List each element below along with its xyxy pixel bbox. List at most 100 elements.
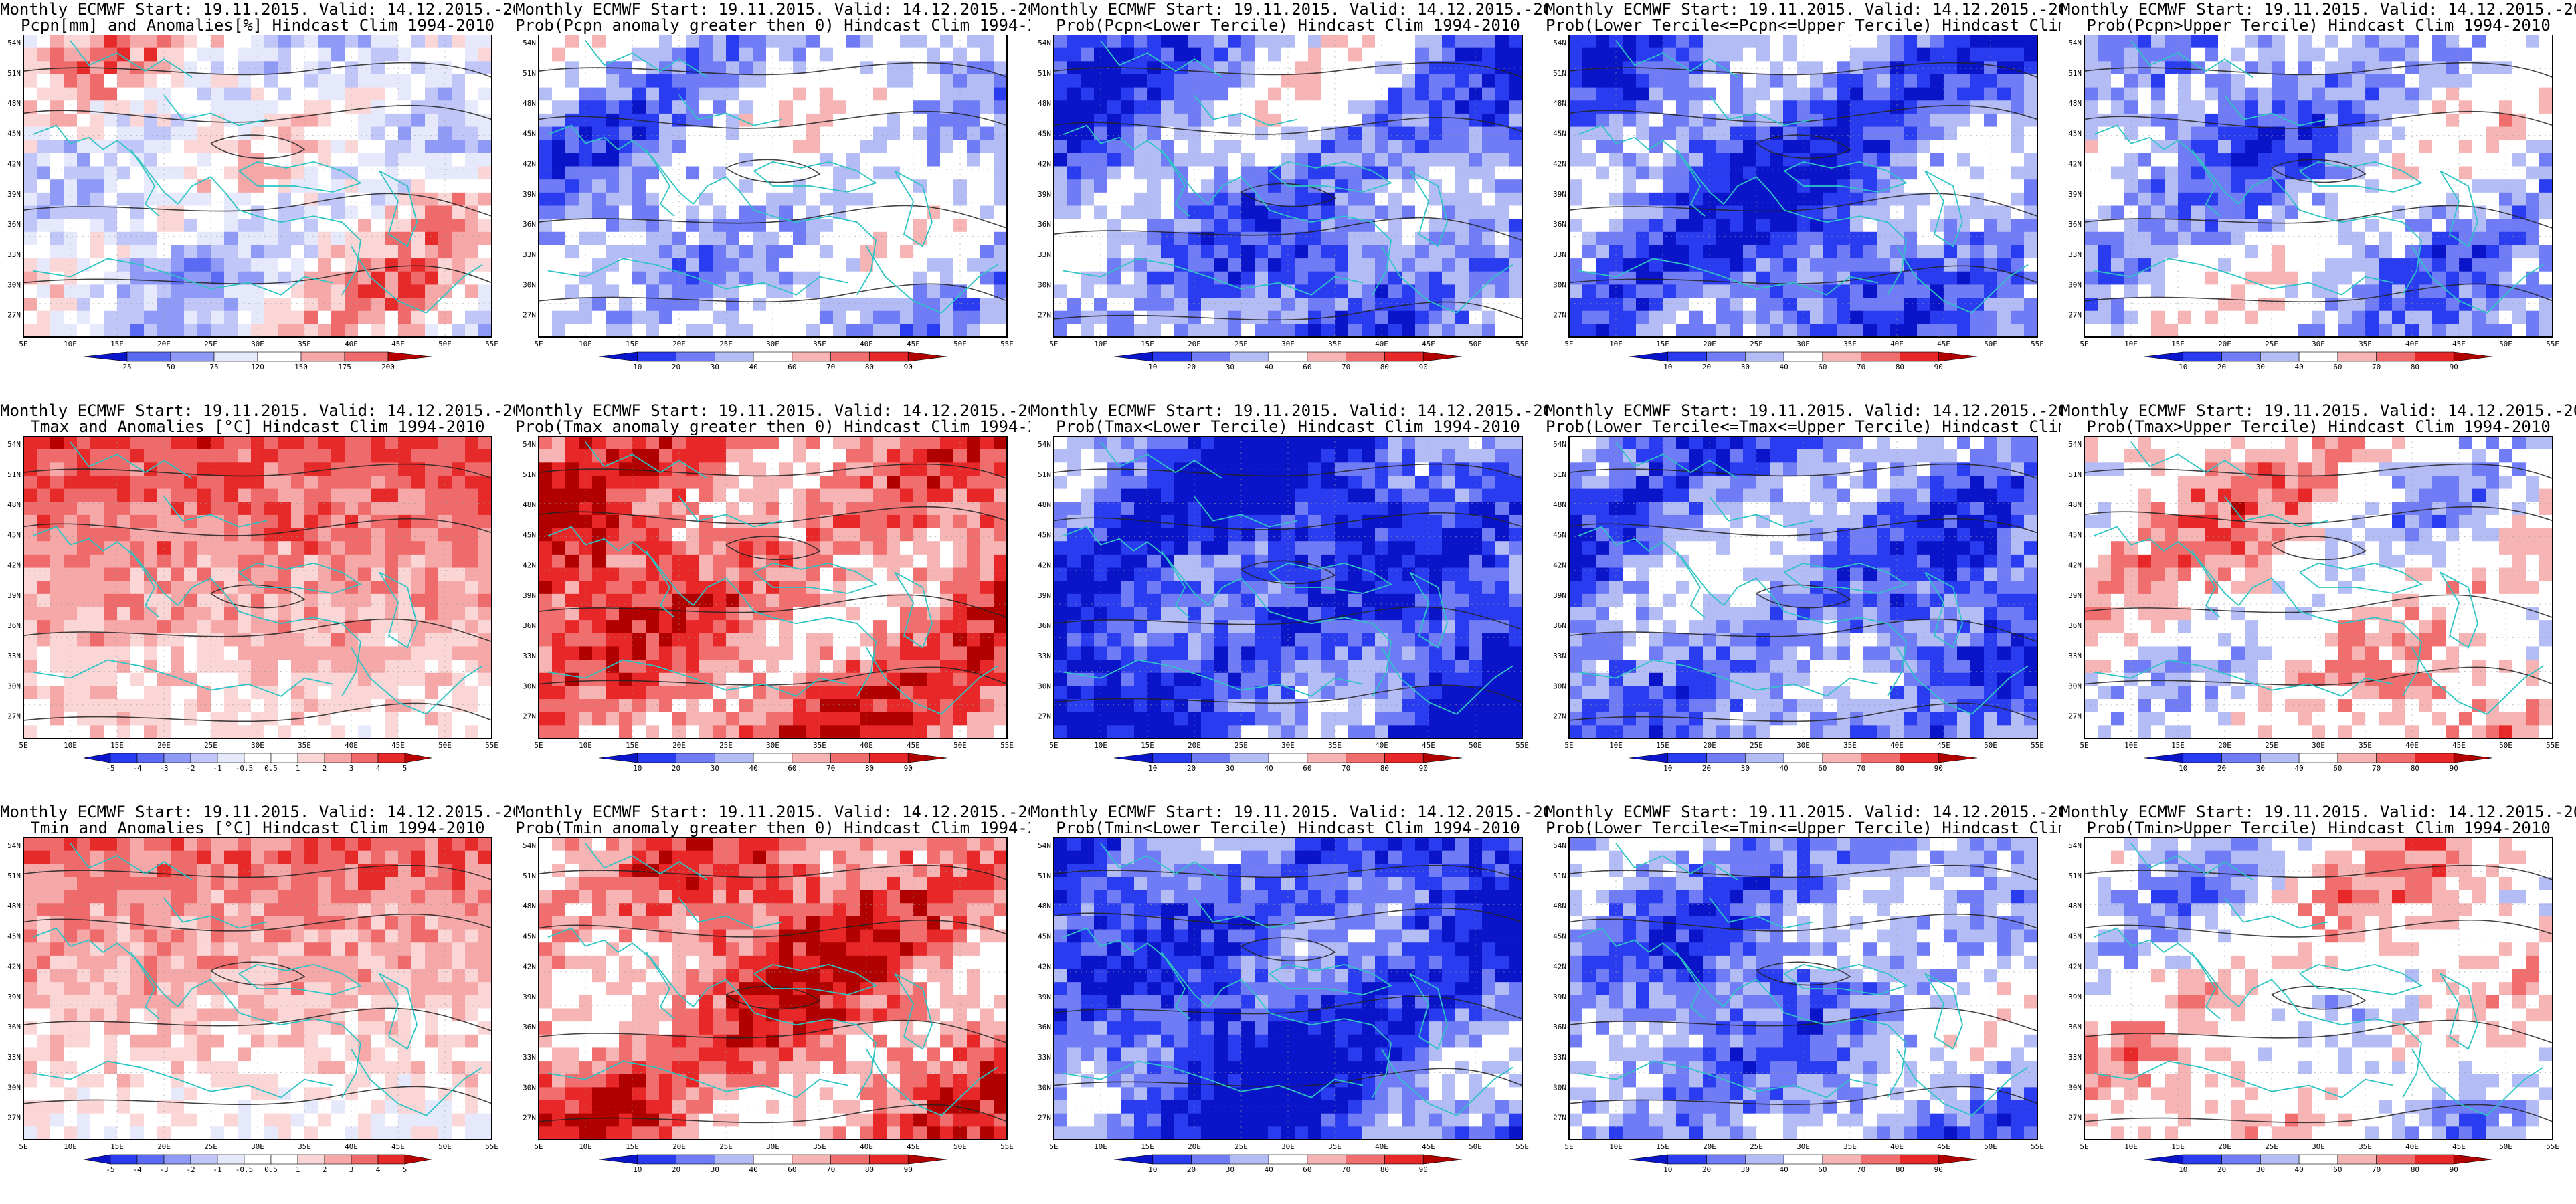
colorbar — [83, 752, 432, 763]
coastlines — [1063, 843, 1513, 1116]
lon-label: 10E — [1094, 340, 1107, 348]
lon-label: 55E — [2546, 741, 2559, 750]
colorbar-tick-label: 30 — [1226, 1165, 1234, 1172]
lat-label: 45N — [7, 129, 21, 138]
lat-label: 54N — [7, 440, 21, 449]
lat-label: 27N — [1038, 1114, 1051, 1122]
colorbar-tick-label: 90 — [1419, 1165, 1428, 1172]
lon-label: 5E — [19, 1142, 27, 1151]
lon-label: 25E — [1750, 1142, 1763, 1151]
contour-lines — [538, 62, 1008, 302]
colorbar-tick-label: 20 — [1187, 1165, 1196, 1172]
colorbar-tick-label: 40 — [1779, 1165, 1788, 1172]
panel-title-line2: Prob(Tmin<Lower Tercile) Hindcast Clim 1… — [1056, 819, 1520, 837]
lon-label: 35E — [2359, 1142, 2372, 1151]
lat-label: 54N — [1038, 440, 1051, 449]
colorbar-tick-label: 90 — [904, 764, 913, 771]
lat-label: 42N — [1553, 561, 1566, 570]
colorbar-tick-label: 60 — [2333, 363, 2342, 369]
lon-label: 10E — [1609, 1142, 1623, 1151]
colorbar — [2144, 752, 2493, 763]
map-frame — [1053, 436, 1523, 739]
panel-title-line2: Tmax and Anomalies [°C] Hindcast Clim 19… — [30, 417, 485, 436]
lat-label: 54N — [7, 841, 21, 850]
lat-label: 30N — [7, 682, 21, 690]
colorbar-tick-label: 20 — [672, 1165, 680, 1172]
lon-label: 45E — [1422, 1142, 1435, 1151]
contour-lines — [1053, 62, 1523, 321]
colorbar — [598, 752, 947, 763]
colorbar-tick-label: 70 — [2372, 764, 2381, 771]
lon-label: 20E — [1703, 340, 1716, 348]
lat-label: 42N — [2068, 160, 2082, 169]
lat-label: 27N — [523, 311, 536, 320]
lat-label: 27N — [1553, 1114, 1566, 1122]
lon-label: 5E — [1564, 741, 1573, 750]
colorbar-tick-label: 80 — [865, 363, 874, 369]
panel-title-line2: Prob(Tmax anomaly greater then 0) Hindca… — [515, 417, 1030, 436]
colorbar-tick-label: 20 — [2217, 764, 2226, 771]
lon-label: 25E — [204, 741, 217, 750]
lat-label: 39N — [1038, 993, 1051, 1001]
lat-label: 27N — [1553, 311, 1566, 320]
lon-label: 15E — [626, 340, 639, 348]
colorbar-tick-label: -2 — [186, 1165, 195, 1172]
lon-label: 35E — [298, 1142, 311, 1151]
lon-label: 45E — [2452, 1142, 2466, 1151]
field-cells — [2084, 436, 2553, 739]
coastlines — [2093, 441, 2544, 715]
colorbar-tick-label: 10 — [1663, 764, 1672, 771]
lat-label: 27N — [1553, 712, 1566, 721]
lat-label: 36N — [1553, 1023, 1566, 1031]
lat-label: 54N — [1553, 440, 1566, 449]
lon-label: 10E — [64, 741, 77, 750]
lat-label: 48N — [523, 99, 536, 108]
lon-label: 10E — [579, 741, 592, 750]
colorbar-tick-label: 30 — [2256, 363, 2265, 369]
colorbar-tick-label: 0.5 — [264, 764, 278, 771]
lat-label: 48N — [1553, 500, 1566, 509]
lon-label: 40E — [1890, 340, 1904, 348]
lat-label: 42N — [2068, 963, 2082, 971]
map-panel: Monthly ECMWF Start: 19.11.2015. Valid: … — [1030, 803, 1546, 1204]
lat-label: 51N — [523, 69, 536, 78]
lat-label: 30N — [1553, 280, 1566, 289]
lat-label: 48N — [1553, 902, 1566, 910]
lon-label: 20E — [157, 340, 171, 348]
map-frame — [1053, 35, 1523, 338]
colorbar-tick-label: 70 — [1342, 1165, 1350, 1172]
map-panel: Monthly ECMWF Start: 19.11.2015. Valid: … — [1546, 0, 2061, 401]
colorbar-tick-label: 70 — [1342, 764, 1350, 771]
colorbar-tick-label: -0.5 — [236, 764, 254, 771]
lon-label: 15E — [110, 741, 124, 750]
lon-label: 25E — [1750, 741, 1763, 750]
lat-label: 48N — [7, 902, 21, 910]
contour-lines — [23, 864, 492, 1105]
lon-label: 5E — [19, 340, 27, 348]
panel-title-line1: Monthly ECMWF Start: 19.11.2015. Valid: … — [515, 0, 1030, 19]
lon-label: 5E — [2080, 340, 2088, 348]
lat-label: 39N — [7, 190, 21, 199]
map-frame — [2084, 35, 2553, 338]
map-panel: Monthly ECMWF Start: 19.11.2015. Valid: … — [1030, 0, 1546, 401]
coastlines — [1578, 40, 2029, 314]
lon-label: 5E — [1049, 1142, 1058, 1151]
lon-label: 20E — [1188, 741, 1201, 750]
lat-label: 33N — [7, 651, 21, 660]
coastlines — [547, 40, 998, 314]
colorbar-tick-label: 90 — [2450, 1165, 2458, 1172]
lon-label: 10E — [64, 340, 77, 348]
colorbar-tick-label: 0.5 — [264, 1165, 278, 1172]
contour-lines — [1053, 864, 1523, 1087]
colorbar-tick-label: 80 — [1380, 1165, 1389, 1172]
coastlines — [1578, 441, 2029, 715]
lat-label: 45N — [7, 530, 21, 539]
coastlines — [2093, 40, 2544, 314]
colorbar-tick-label: 90 — [1419, 363, 1428, 369]
lon-label: 15E — [1656, 741, 1669, 750]
lon-label: 55E — [1000, 741, 1014, 750]
